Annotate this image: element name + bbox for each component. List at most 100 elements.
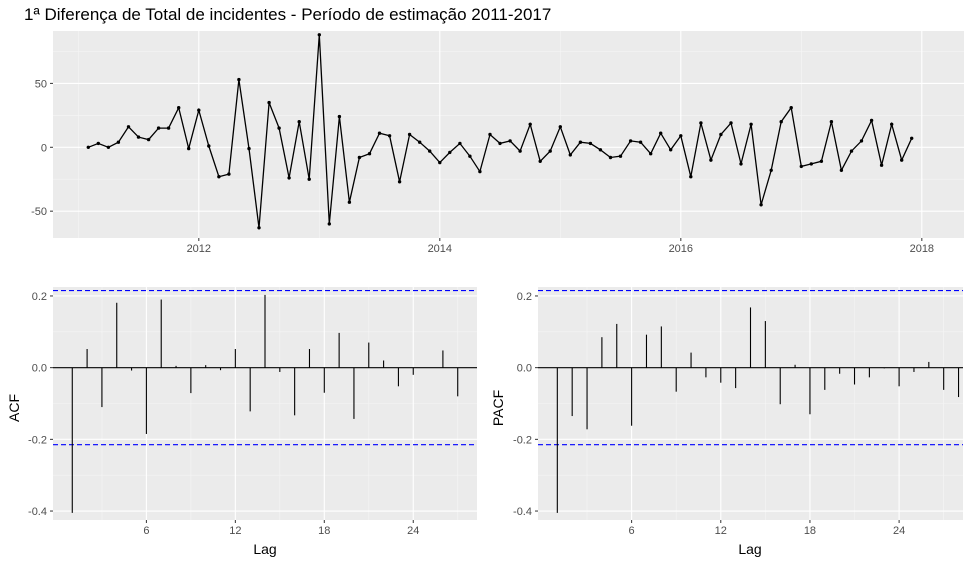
data-point: [588, 141, 593, 146]
pacf-y-tick-label: -0.4: [513, 506, 532, 518]
data-point: [247, 146, 251, 151]
pacf-x-axis-label: Lag: [738, 541, 761, 557]
data-point: [809, 162, 813, 166]
data-point: [769, 168, 773, 172]
data-point: [719, 132, 723, 137]
data-point: [237, 77, 241, 82]
data-point: [347, 200, 352, 204]
data-point: [438, 160, 442, 165]
acf-x-axis-label: Lag: [253, 541, 276, 557]
data-point: [859, 139, 864, 143]
data-point: [126, 125, 131, 129]
data-point: [869, 118, 874, 123]
data-point: [598, 148, 603, 152]
data-point: [699, 121, 703, 125]
data-point: [397, 180, 402, 184]
data-point: [367, 152, 372, 156]
data-point: [910, 136, 914, 140]
data-point: [759, 203, 763, 207]
data-point: [618, 154, 623, 158]
pacf-y-axis-label: PACF: [490, 390, 506, 426]
data-point: [839, 168, 844, 172]
pacf-y-tick-label: 0.2: [517, 291, 532, 303]
acf-y-axis-label: ACF: [6, 394, 22, 422]
acf-panel: -0.4 -0.2 0.0 0.2 6 12 18 24: [28, 287, 477, 537]
data-point: [116, 140, 121, 144]
data-point: [177, 106, 181, 110]
acf-y-tick-label: -0.4: [28, 506, 47, 518]
acf-x-tick-label: 18: [318, 525, 330, 537]
data-point: [307, 177, 311, 181]
acf-x-tick-label: 12: [229, 525, 241, 537]
data-point: [628, 139, 633, 143]
data-point: [297, 120, 301, 124]
data-point: [217, 175, 221, 179]
data-point: [729, 121, 733, 125]
data-point: [277, 126, 281, 130]
data-point: [879, 163, 884, 167]
data-point: [267, 100, 271, 105]
data-point: [890, 122, 894, 127]
data-point: [136, 135, 141, 139]
data-point: [649, 152, 653, 156]
data-point: [779, 120, 783, 124]
data-point: [799, 164, 803, 169]
data-point: [257, 226, 261, 230]
time-series-panel: -50 0 50 2012 2014 2016 2018: [31, 31, 964, 255]
data-point: [197, 108, 201, 112]
data-point: [327, 222, 331, 226]
pacf-y-tick-label: -0.2: [513, 434, 532, 446]
panel-background: [53, 31, 964, 238]
data-point: [819, 159, 824, 163]
data-point: [166, 126, 171, 130]
pacf-y-tick-label: 0.0: [517, 363, 532, 375]
chart-title: 1ª Diferença de Total de incidentes - Pe…: [24, 5, 551, 24]
data-point: [418, 140, 422, 144]
ts-x-tick-label: 2012: [187, 243, 211, 255]
ts-y-tick-label: 50: [35, 78, 47, 90]
data-point: [488, 132, 492, 137]
data-point: [508, 139, 512, 143]
data-point: [377, 131, 382, 135]
data-point: [227, 172, 231, 176]
data-point: [578, 140, 583, 144]
data-point: [187, 146, 191, 151]
data-point: [538, 159, 542, 163]
data-point: [900, 158, 904, 162]
data-point: [458, 141, 462, 146]
pacf-x-tick-label: 18: [804, 525, 816, 537]
pacf-x-tick-label: 6: [629, 525, 635, 537]
data-point: [156, 126, 161, 130]
data-point: [357, 155, 362, 160]
data-point: [849, 149, 854, 153]
acf-y-tick-label: 0.2: [32, 291, 47, 303]
data-point: [749, 122, 753, 127]
data-point: [558, 125, 562, 129]
data-point: [548, 149, 552, 153]
data-point: [638, 140, 643, 144]
acf-y-tick-label: -0.2: [28, 434, 47, 446]
ts-x-tick-label: 2014: [428, 243, 452, 255]
data-point: [207, 144, 211, 148]
data-point: [709, 158, 713, 162]
data-point: [789, 106, 793, 110]
pacf-x-tick-label: 24: [893, 525, 905, 537]
data-point: [568, 153, 572, 157]
ts-x-tick-label: 2018: [910, 243, 934, 255]
ts-x-tick-label: 2016: [669, 243, 693, 255]
data-point: [518, 149, 522, 153]
data-point: [146, 137, 151, 142]
acf-x-tick-label: 24: [407, 525, 419, 537]
data-point: [528, 122, 532, 127]
data-point: [659, 131, 663, 135]
data-point: [468, 154, 472, 158]
data-point: [689, 175, 693, 179]
data-point: [387, 134, 392, 138]
data-point: [428, 149, 432, 153]
data-point: [478, 169, 482, 174]
acf-y-tick-label: 0.0: [32, 363, 47, 375]
data-point: [287, 176, 291, 180]
data-point: [498, 141, 502, 146]
ts-y-tick-label: 0: [41, 142, 47, 154]
